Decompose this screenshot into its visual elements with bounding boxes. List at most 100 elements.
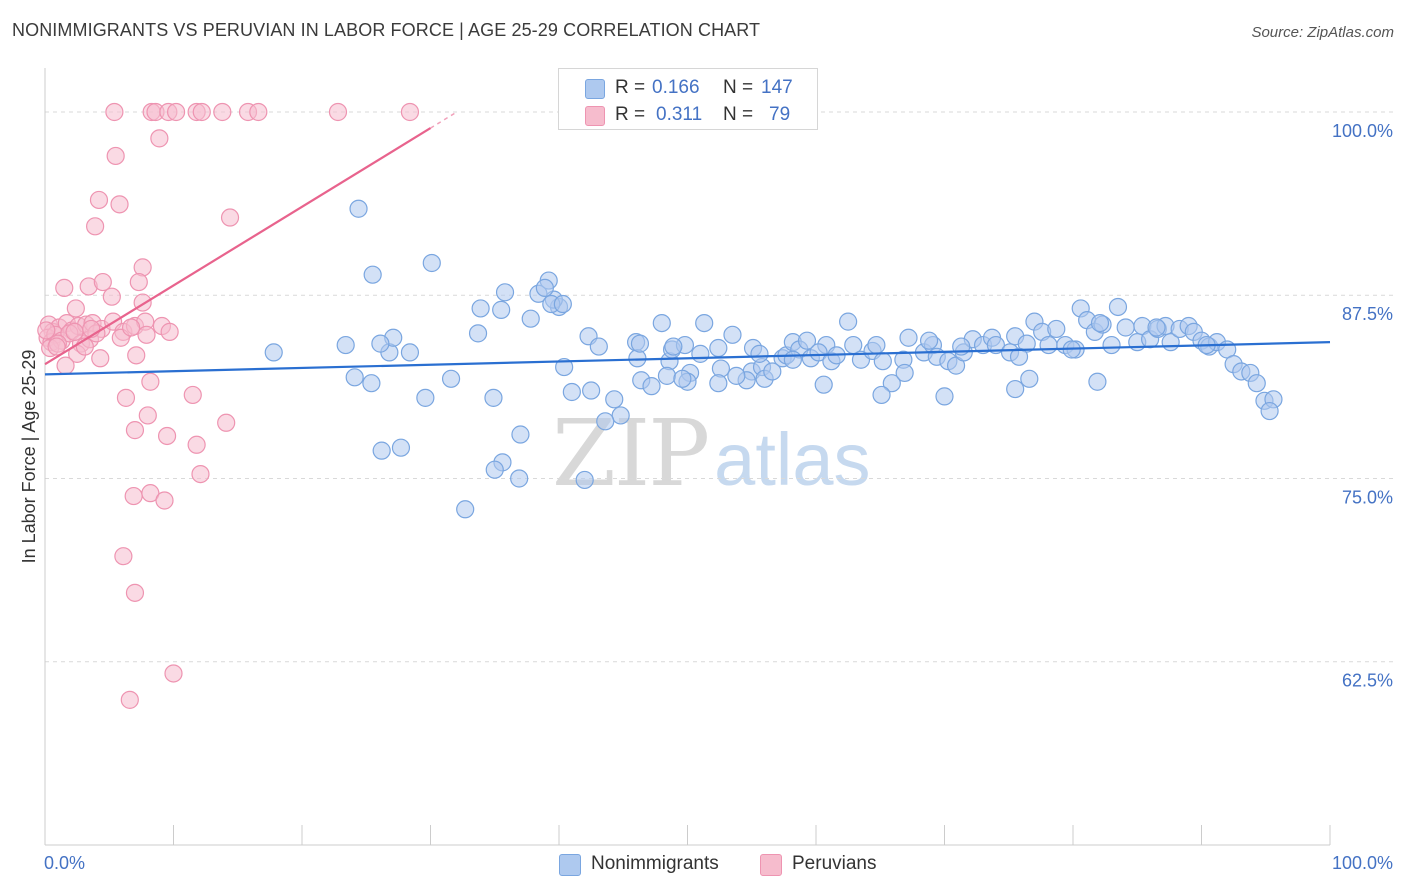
peruvian-point xyxy=(65,322,84,341)
nonimmigrant-point xyxy=(872,385,891,405)
chart-title: NONIMMIGRANTS VS PERUVIAN IN LABOR FORCE… xyxy=(12,20,761,40)
nonimmigrant-point xyxy=(797,331,817,350)
peruvian-point xyxy=(138,406,157,425)
legend-swatch-pink xyxy=(585,106,605,126)
peruvian-point xyxy=(102,287,121,306)
nonimmigrant-point xyxy=(371,334,390,353)
peruvian-point xyxy=(400,102,420,122)
nonimmigrant-point xyxy=(1102,335,1121,355)
nonimmigrant-point xyxy=(1047,319,1066,339)
peruvian-point xyxy=(91,349,110,368)
nonimmigrant-point xyxy=(709,374,728,393)
nonimmigrant-point xyxy=(510,469,529,488)
peruvian-point xyxy=(66,299,85,318)
x-tick-label: 0.0% xyxy=(44,853,85,873)
peruvian-point xyxy=(110,195,129,214)
peruvian-point xyxy=(120,690,139,709)
peruvian-point xyxy=(47,337,66,356)
nonimmigrant-point xyxy=(1090,313,1110,333)
peruvian-point xyxy=(93,272,112,292)
nonimmigrant-point xyxy=(535,278,554,298)
x-tick-label: 100.0% xyxy=(1332,853,1393,873)
y-tick-label: 75.0% xyxy=(1342,487,1393,507)
nonimmigrant-point xyxy=(642,377,661,396)
peruvian-point xyxy=(137,325,156,344)
nonimmigrant-point xyxy=(562,382,581,402)
nonimmigrant-point xyxy=(456,500,475,519)
nonimmigrant-point xyxy=(492,300,511,319)
nonimmigrant-point xyxy=(1006,379,1025,399)
nonimmigrant-point xyxy=(264,343,283,362)
peruvian-point xyxy=(89,190,109,210)
nonimmigrant-point xyxy=(611,406,630,425)
peruvian-point xyxy=(37,321,56,340)
nonimmigrant-point xyxy=(1009,347,1029,366)
nonimmigrant-point xyxy=(555,357,574,377)
peruvian-point xyxy=(125,421,145,440)
nonimmigrant-point xyxy=(873,352,892,371)
legend-n-label: N = xyxy=(723,77,754,98)
nonimmigrant-point xyxy=(673,369,692,388)
stats-legend: R = 0.166 N = 147 R = 0.311 N = 79 xyxy=(558,68,818,130)
legend-n-label: N = xyxy=(723,104,754,125)
peruvian-point xyxy=(129,272,148,292)
nonimmigrant-point xyxy=(362,374,381,393)
nonimmigrant-point xyxy=(345,368,364,387)
trend-layer xyxy=(44,111,1331,376)
label-layer: 62.5% 75.0% 87.5% 100.0% 0.0% 100.0% In Labor … xyxy=(19,121,1393,873)
nonimmigrant-point xyxy=(511,425,530,444)
nonimmigrant-point xyxy=(416,388,435,407)
peruvian-point xyxy=(121,318,141,337)
peruvian-trend-extension xyxy=(430,111,457,129)
nonimmigrant-point xyxy=(814,375,833,394)
nonimmigrant-point xyxy=(495,283,515,302)
bottom-legend-swatch-blue xyxy=(559,854,581,876)
nonimmigrant-point xyxy=(521,309,540,328)
nonimmigrant-point xyxy=(596,412,615,431)
nonimmigrant-point xyxy=(400,343,420,362)
peruvian-point xyxy=(106,146,125,166)
y-tick-label: 87.5% xyxy=(1342,304,1393,324)
peruvian-point xyxy=(183,385,202,405)
peruvian-point xyxy=(86,217,105,236)
peruvian-point xyxy=(141,484,160,503)
peruvian-point xyxy=(124,486,143,506)
peruvian-point xyxy=(105,102,124,122)
nonimmigrant-point xyxy=(1039,335,1058,355)
nonimmigrant-point xyxy=(664,337,683,356)
nonimmigrant-point xyxy=(727,366,746,385)
nonimmigrant-point xyxy=(1260,401,1279,421)
chart-source: Source: ZipAtlas.com xyxy=(1251,24,1394,41)
nonimmigrant-point xyxy=(1088,372,1107,391)
nonimmigrant-point xyxy=(605,390,624,409)
peruvian-point xyxy=(125,583,145,602)
nonimmigrant-point xyxy=(652,313,671,333)
peruvian-point xyxy=(157,426,177,446)
peruvian-point xyxy=(160,322,179,341)
nonimmigrant-point xyxy=(657,366,677,385)
peruvian-point xyxy=(192,102,211,122)
peruvian-point xyxy=(187,435,206,454)
nonimmigrant-point xyxy=(485,460,504,479)
nonimmigrant-point xyxy=(484,388,503,407)
nonimmigrant-point xyxy=(471,299,490,318)
y-axis-label: In Labor Force | Age 25-29 xyxy=(19,350,39,564)
peruvian-point xyxy=(141,372,160,391)
nonimmigrant-point xyxy=(582,381,601,400)
peruvian-point xyxy=(55,278,74,298)
nonimmigrant-point xyxy=(895,363,914,383)
nonimmigrant-point xyxy=(336,335,355,355)
peruvian-point xyxy=(56,356,75,375)
peruvian-point xyxy=(191,464,210,484)
peruvian-point xyxy=(328,102,348,122)
nonimmigrant-point xyxy=(763,362,782,381)
legend-r-label: R = xyxy=(615,104,646,125)
nonimmigrant-point xyxy=(422,253,441,273)
axis-layer xyxy=(44,68,1331,846)
nonimmigrant-point xyxy=(691,344,710,363)
nonimmigrant-point xyxy=(1108,297,1128,317)
nonimmigrant-point xyxy=(349,199,368,218)
legend-n-value: 79 xyxy=(769,104,791,125)
nonimmigrant-point xyxy=(695,313,714,333)
